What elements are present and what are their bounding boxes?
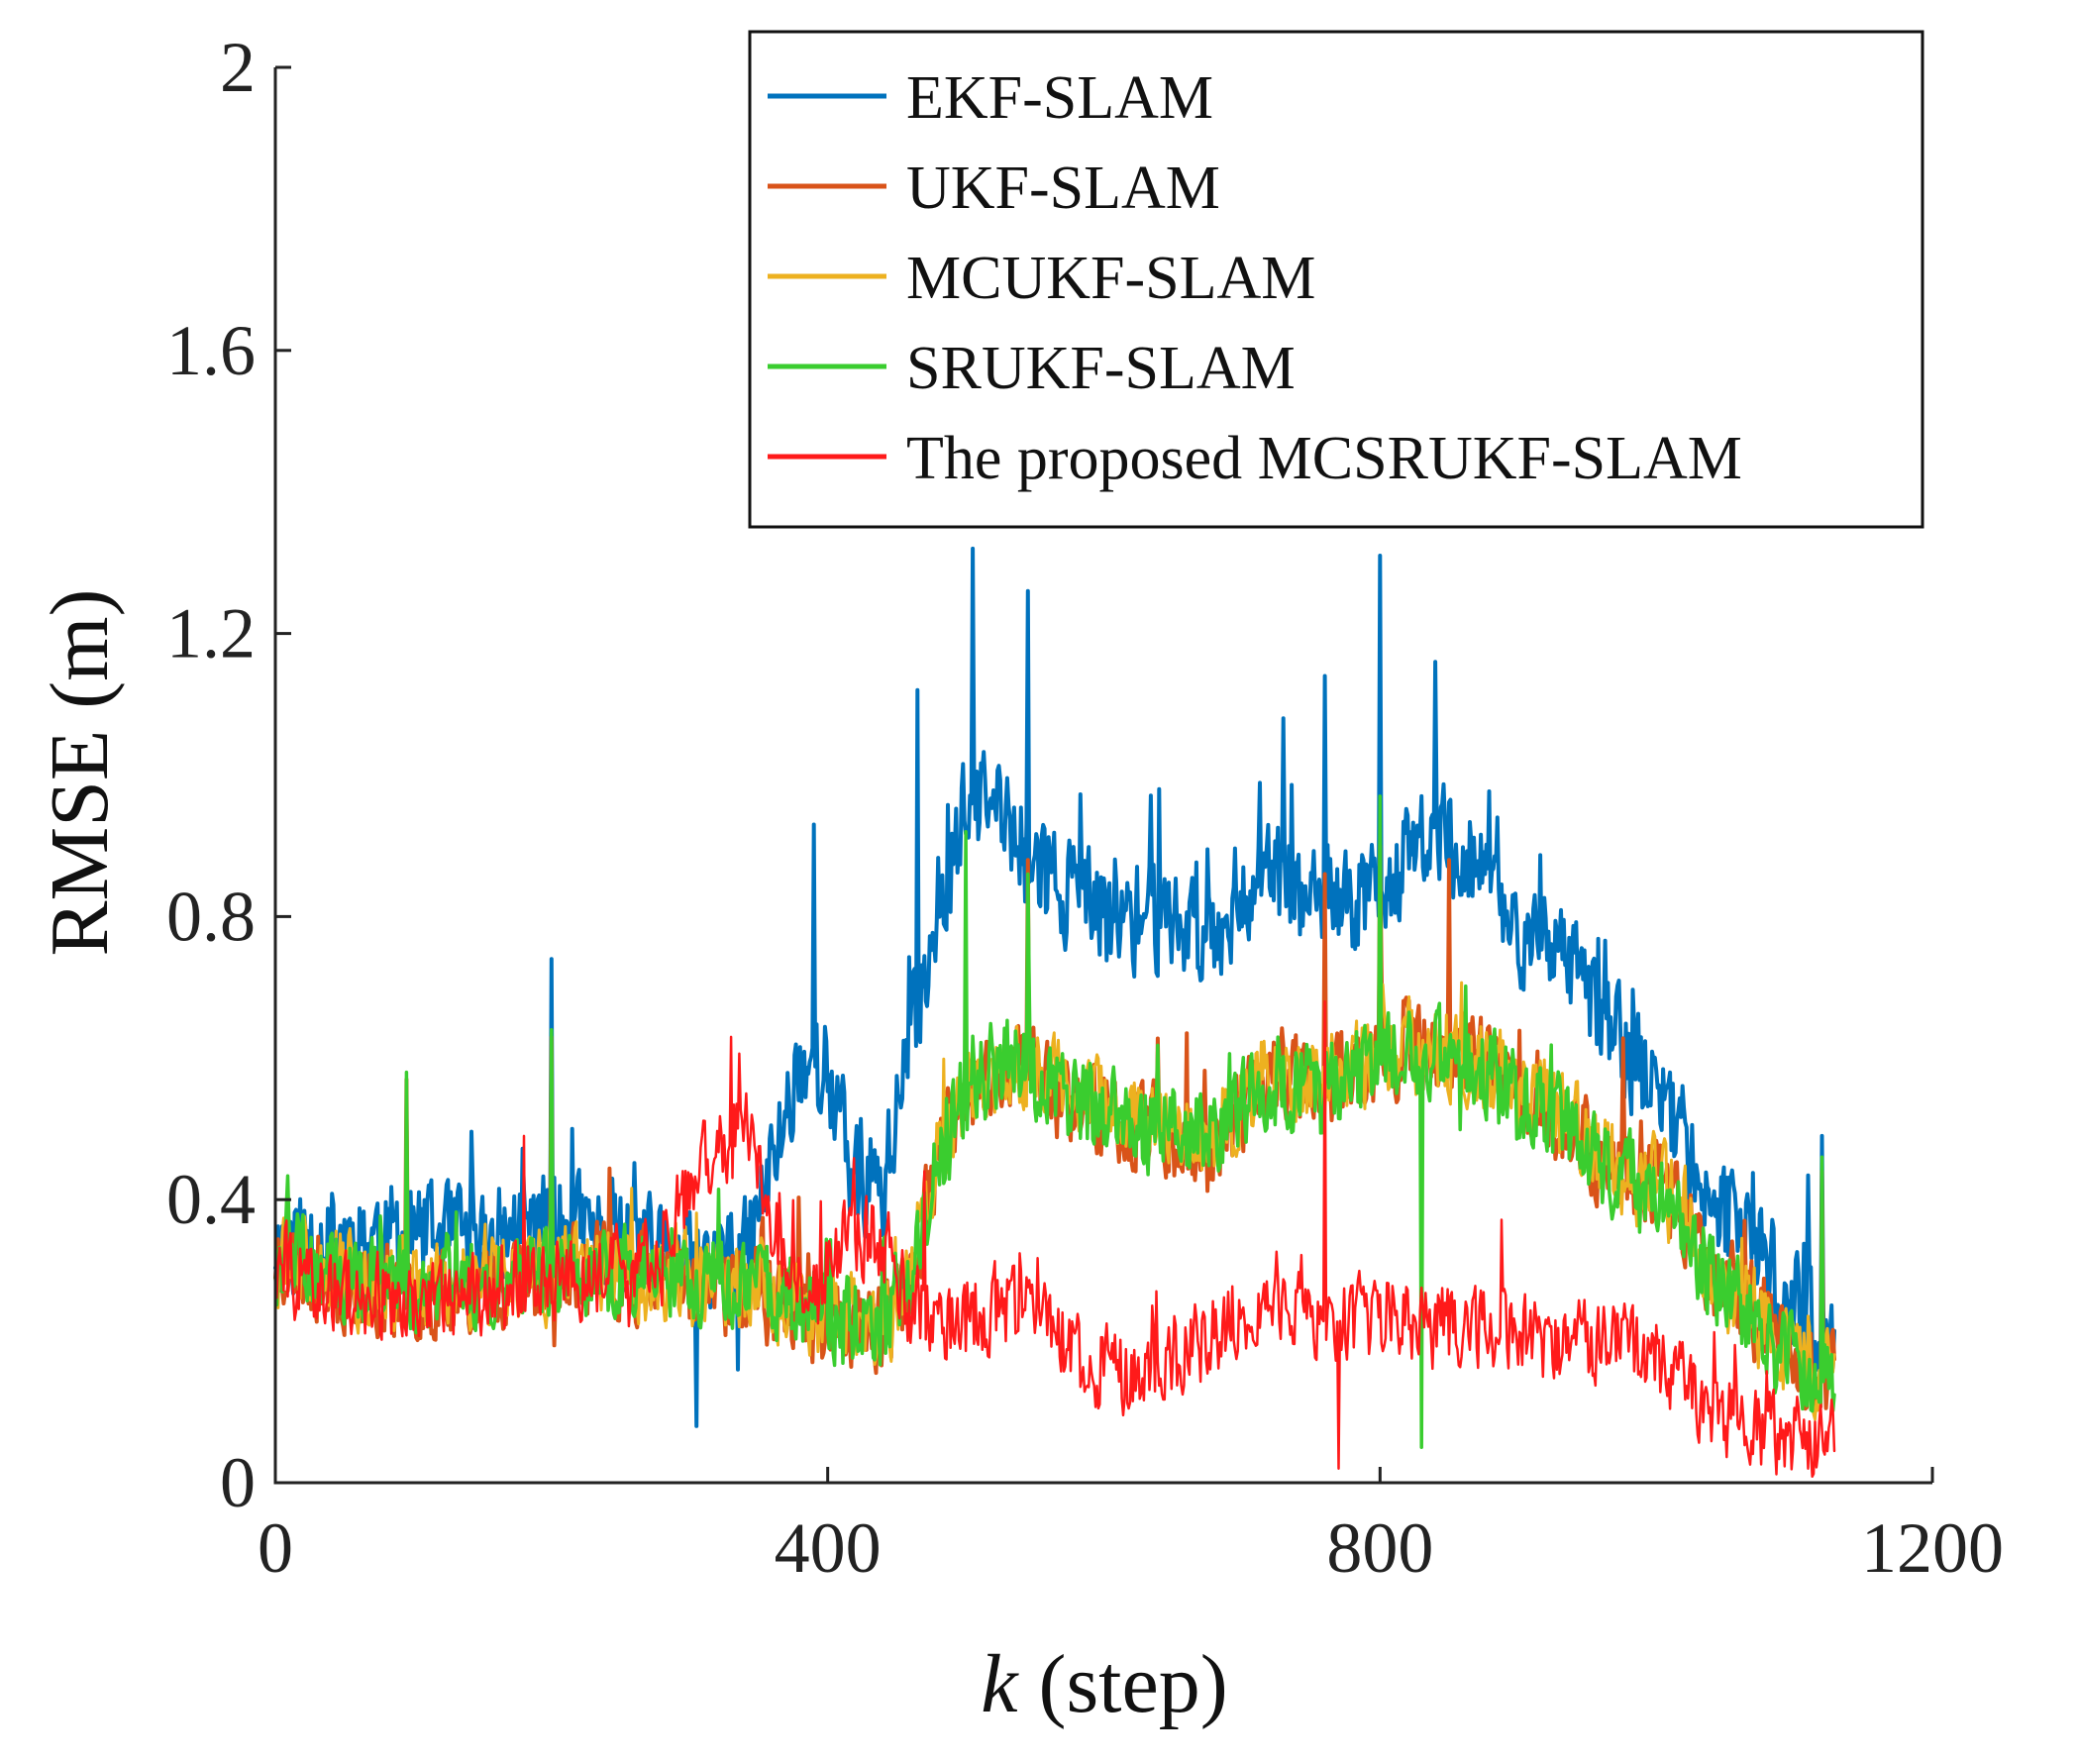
legend-label: SRUKF-SLAM [906, 335, 1296, 402]
x-axis-ticks: 0 400 800 1200 [258, 1467, 2004, 1588]
y-axis-ticks: 0 0.4 0.8 1.2 1.6 2 [166, 28, 291, 1522]
y-axis-title: RMSE (m) [34, 588, 126, 956]
x-tick-label: 0 [258, 1508, 293, 1588]
y-tick-label: 0.8 [166, 877, 256, 956]
x-tick-label: 400 [775, 1508, 882, 1588]
x-axis-title: k (step) [981, 1638, 1228, 1730]
series-layer [273, 546, 1836, 1479]
legend-label: EKF-SLAM [906, 64, 1213, 132]
legend-label: The proposed MCSRUKF-SLAM [906, 425, 1742, 492]
y-tick-label: 1.2 [166, 594, 256, 674]
legend-label: UKF-SLAM [906, 155, 1220, 222]
legend-box [748, 30, 1924, 529]
series-line-the-proposed-mcsrukf-slam [273, 999, 1836, 1479]
y-tick-label: 2 [220, 28, 256, 107]
y-tick-label: 0.4 [166, 1160, 256, 1239]
x-axis-unit: (step) [1018, 1638, 1228, 1730]
series-line-ukf-slam [273, 843, 1836, 1411]
x-tick-label: 800 [1326, 1508, 1433, 1588]
legend: EKF-SLAM UKF-SLAM MCUKF-SLAM SRUKF-SLAM The … [748, 30, 1924, 529]
legend-label: MCUKF-SLAM [906, 245, 1315, 312]
x-axis-variable: k [981, 1638, 1019, 1730]
y-tick-label: 0 [220, 1443, 256, 1522]
x-tick-label: 1200 [1861, 1508, 2004, 1588]
y-tick-label: 1.6 [166, 311, 256, 390]
